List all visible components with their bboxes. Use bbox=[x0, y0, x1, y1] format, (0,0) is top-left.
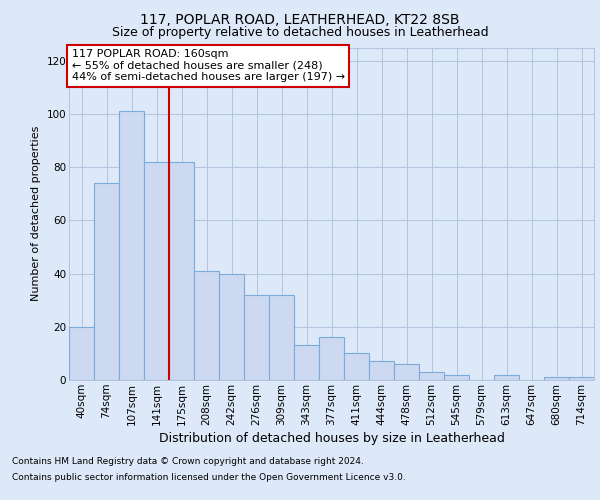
Bar bbox=[344, 354, 369, 380]
Text: 117, POPLAR ROAD, LEATHERHEAD, KT22 8SB: 117, POPLAR ROAD, LEATHERHEAD, KT22 8SB bbox=[140, 12, 460, 26]
Bar bbox=[144, 162, 169, 380]
Text: 117 POPLAR ROAD: 160sqm
← 55% of detached houses are smaller (248)
44% of semi-d: 117 POPLAR ROAD: 160sqm ← 55% of detache… bbox=[71, 49, 345, 82]
Bar bbox=[419, 372, 444, 380]
Bar bbox=[244, 295, 269, 380]
Bar bbox=[269, 295, 294, 380]
Bar bbox=[369, 362, 394, 380]
X-axis label: Distribution of detached houses by size in Leatherhead: Distribution of detached houses by size … bbox=[158, 432, 505, 445]
Bar bbox=[394, 364, 419, 380]
Bar bbox=[194, 271, 219, 380]
Bar bbox=[494, 374, 519, 380]
Bar bbox=[444, 374, 469, 380]
Bar bbox=[69, 327, 94, 380]
Bar bbox=[94, 183, 119, 380]
Bar bbox=[569, 378, 594, 380]
Text: Contains public sector information licensed under the Open Government Licence v3: Contains public sector information licen… bbox=[12, 472, 406, 482]
Bar bbox=[119, 112, 144, 380]
Bar bbox=[544, 378, 569, 380]
Text: Contains HM Land Registry data © Crown copyright and database right 2024.: Contains HM Land Registry data © Crown c… bbox=[12, 458, 364, 466]
Bar bbox=[294, 346, 319, 380]
Bar bbox=[319, 338, 344, 380]
Y-axis label: Number of detached properties: Number of detached properties bbox=[31, 126, 41, 302]
Bar bbox=[219, 274, 244, 380]
Bar bbox=[169, 162, 194, 380]
Text: Size of property relative to detached houses in Leatherhead: Size of property relative to detached ho… bbox=[112, 26, 488, 39]
